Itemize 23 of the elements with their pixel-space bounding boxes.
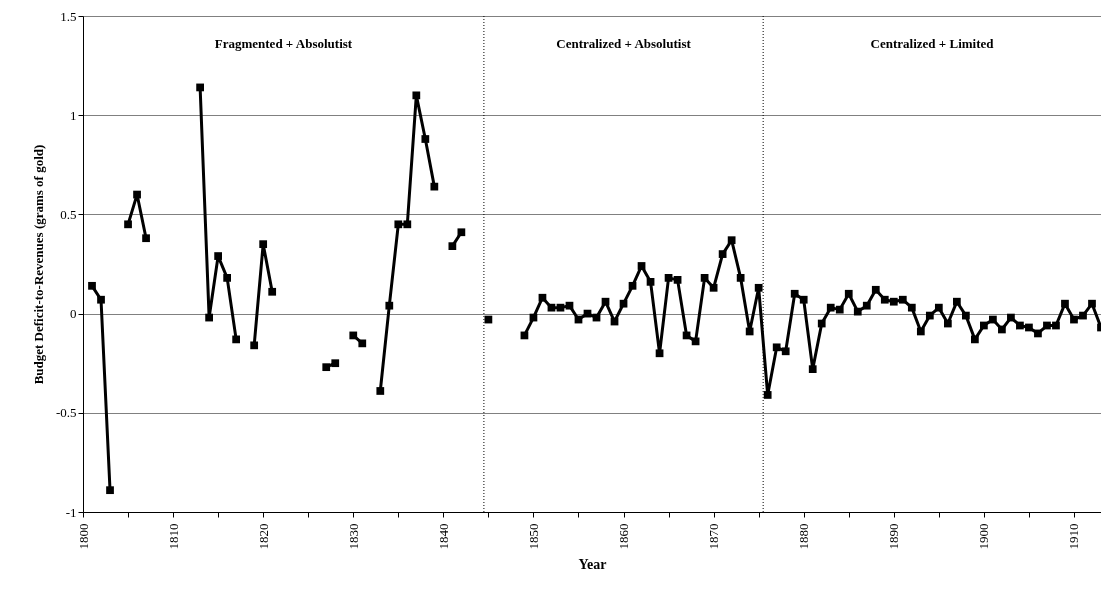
x-tick-label: 1910	[1066, 523, 1082, 550]
x-tick-label: 1800	[75, 523, 91, 550]
y-tick-label: 1	[70, 107, 77, 123]
x-tick-label: 1830	[345, 523, 361, 550]
x-axis-title: Year	[578, 556, 607, 572]
annotation: Centralized + Absolutist	[556, 36, 692, 51]
y-axis-title: Budget Deficit-to-Revenues (grams of gold)	[30, 144, 46, 385]
x-tick-label: 1880	[796, 523, 812, 550]
y-tick-label: 1.5	[60, 8, 77, 24]
x-tick-label: 1820	[255, 523, 271, 550]
y-tick-label: 0	[70, 306, 77, 322]
x-tick-label: 1870	[706, 523, 722, 550]
x-tick-label: 1890	[886, 523, 902, 550]
x-tick-label: 1850	[525, 523, 541, 550]
y-tick-label: -1	[65, 504, 77, 520]
x-tick-label: 1860	[616, 523, 632, 550]
x-tick-label: 1900	[976, 523, 992, 550]
y-tick-label: -0.5	[55, 405, 77, 421]
y-tick-label: 0.5	[60, 206, 77, 222]
annotation: Centralized + Limited	[870, 36, 995, 51]
annotation: Fragmented + Absolutist	[214, 36, 353, 51]
x-tick-label: 1840	[435, 523, 451, 550]
x-tick-label: 1810	[165, 523, 181, 550]
